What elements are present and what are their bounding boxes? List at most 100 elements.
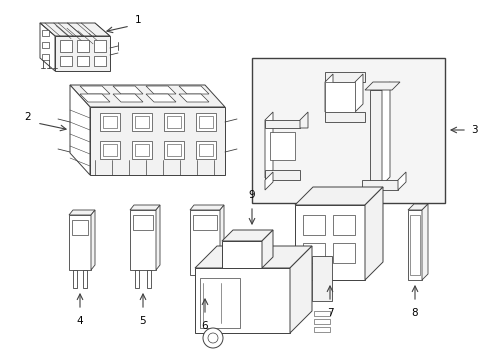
Polygon shape bbox=[132, 113, 152, 131]
Text: 7: 7 bbox=[326, 308, 333, 318]
Polygon shape bbox=[80, 86, 110, 94]
Polygon shape bbox=[262, 230, 272, 268]
Polygon shape bbox=[311, 256, 331, 301]
Polygon shape bbox=[264, 112, 272, 178]
Polygon shape bbox=[80, 94, 110, 102]
Polygon shape bbox=[70, 85, 90, 175]
Polygon shape bbox=[130, 210, 156, 270]
Text: 1: 1 bbox=[135, 15, 141, 25]
Polygon shape bbox=[94, 40, 106, 52]
Polygon shape bbox=[220, 205, 224, 275]
Polygon shape bbox=[199, 116, 213, 128]
Text: 3: 3 bbox=[470, 125, 477, 135]
Polygon shape bbox=[167, 116, 181, 128]
Polygon shape bbox=[193, 215, 217, 230]
Polygon shape bbox=[199, 144, 213, 156]
Polygon shape bbox=[73, 270, 77, 288]
Polygon shape bbox=[60, 40, 72, 52]
Polygon shape bbox=[100, 113, 120, 131]
Polygon shape bbox=[91, 210, 95, 270]
Polygon shape bbox=[42, 54, 49, 60]
Circle shape bbox=[340, 222, 346, 228]
Polygon shape bbox=[289, 246, 311, 333]
Polygon shape bbox=[77, 40, 89, 52]
Circle shape bbox=[203, 328, 223, 348]
Circle shape bbox=[207, 333, 218, 343]
Polygon shape bbox=[299, 112, 307, 128]
Polygon shape bbox=[303, 215, 325, 235]
Polygon shape bbox=[361, 180, 397, 190]
Polygon shape bbox=[303, 243, 325, 263]
Polygon shape bbox=[130, 205, 160, 210]
Polygon shape bbox=[421, 204, 427, 280]
Polygon shape bbox=[113, 86, 142, 94]
Circle shape bbox=[310, 250, 316, 256]
Polygon shape bbox=[190, 210, 220, 275]
Polygon shape bbox=[294, 205, 364, 280]
Text: 9: 9 bbox=[248, 190, 255, 200]
Text: 5: 5 bbox=[140, 316, 146, 326]
Polygon shape bbox=[332, 215, 354, 235]
Polygon shape bbox=[135, 270, 139, 288]
Text: 2: 2 bbox=[24, 112, 31, 122]
Polygon shape bbox=[222, 230, 272, 241]
Polygon shape bbox=[325, 74, 332, 112]
Polygon shape bbox=[264, 170, 299, 180]
Polygon shape bbox=[179, 86, 208, 94]
Polygon shape bbox=[196, 275, 200, 293]
Polygon shape bbox=[364, 82, 399, 90]
Polygon shape bbox=[60, 56, 72, 66]
Polygon shape bbox=[70, 85, 224, 107]
Polygon shape bbox=[146, 94, 176, 102]
Polygon shape bbox=[332, 243, 354, 263]
Polygon shape bbox=[264, 120, 299, 128]
Polygon shape bbox=[83, 270, 87, 288]
Polygon shape bbox=[132, 141, 152, 159]
Polygon shape bbox=[313, 327, 329, 332]
Polygon shape bbox=[179, 94, 208, 102]
Bar bbox=[251, 58, 444, 203]
Polygon shape bbox=[209, 275, 214, 293]
Polygon shape bbox=[407, 204, 427, 210]
Circle shape bbox=[340, 250, 346, 256]
Polygon shape bbox=[94, 56, 106, 66]
Polygon shape bbox=[113, 94, 142, 102]
Polygon shape bbox=[163, 113, 183, 131]
Text: 6: 6 bbox=[201, 321, 208, 331]
Polygon shape bbox=[135, 144, 149, 156]
Polygon shape bbox=[269, 132, 294, 160]
Circle shape bbox=[310, 222, 316, 228]
Polygon shape bbox=[190, 205, 224, 210]
Polygon shape bbox=[103, 116, 117, 128]
Polygon shape bbox=[69, 210, 95, 215]
Polygon shape bbox=[135, 116, 149, 128]
Polygon shape bbox=[325, 72, 364, 82]
Polygon shape bbox=[397, 172, 405, 190]
Polygon shape bbox=[42, 30, 49, 36]
Polygon shape bbox=[407, 210, 421, 280]
Polygon shape bbox=[195, 246, 311, 268]
Polygon shape bbox=[40, 23, 55, 71]
Text: 8: 8 bbox=[411, 308, 417, 318]
Polygon shape bbox=[354, 74, 362, 112]
Polygon shape bbox=[264, 172, 272, 190]
Polygon shape bbox=[409, 215, 419, 275]
Polygon shape bbox=[196, 113, 216, 131]
Polygon shape bbox=[195, 268, 289, 333]
Polygon shape bbox=[294, 187, 382, 205]
Polygon shape bbox=[381, 82, 389, 185]
Text: 4: 4 bbox=[77, 316, 83, 326]
Polygon shape bbox=[77, 56, 89, 66]
Polygon shape bbox=[313, 319, 329, 324]
Polygon shape bbox=[325, 82, 354, 112]
Polygon shape bbox=[55, 36, 110, 71]
Polygon shape bbox=[147, 270, 151, 288]
Polygon shape bbox=[42, 42, 49, 48]
Polygon shape bbox=[196, 141, 216, 159]
Polygon shape bbox=[167, 144, 181, 156]
Polygon shape bbox=[163, 141, 183, 159]
Polygon shape bbox=[103, 144, 117, 156]
Polygon shape bbox=[72, 220, 88, 235]
Polygon shape bbox=[156, 205, 160, 270]
Polygon shape bbox=[200, 278, 240, 328]
